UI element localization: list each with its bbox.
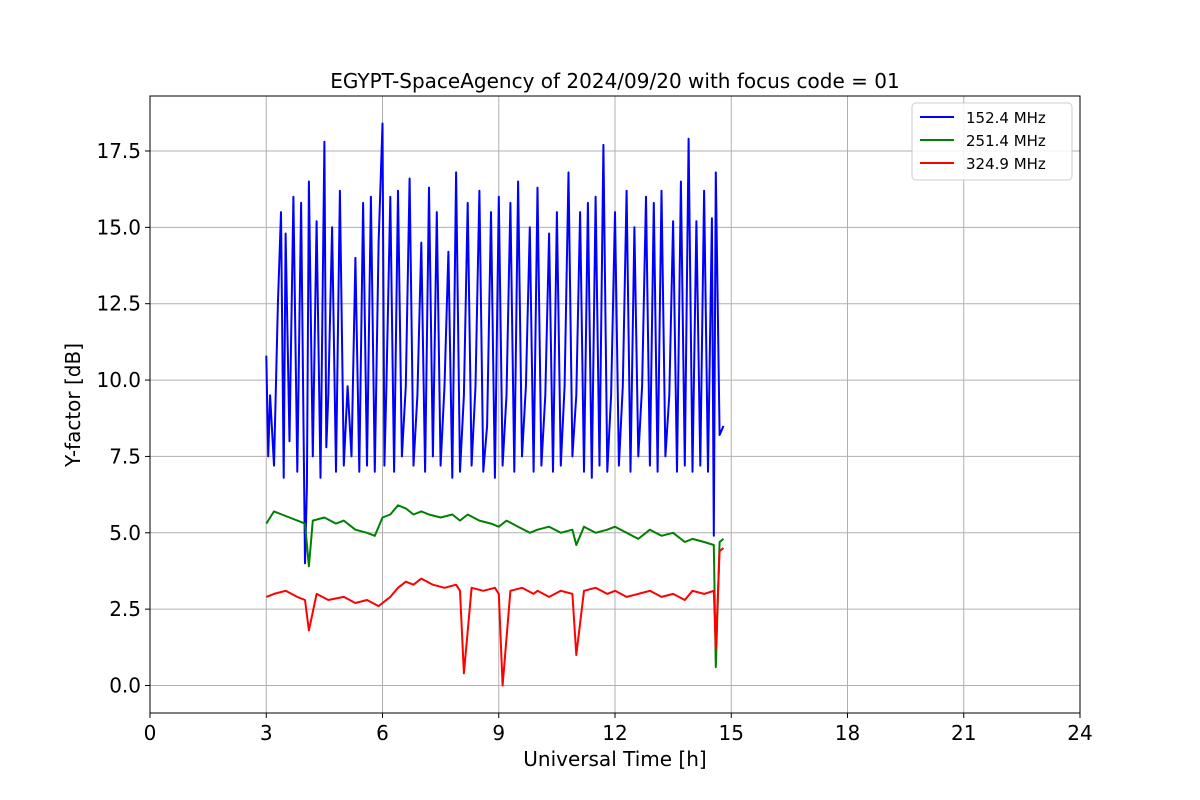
x-tick-label: 3 <box>260 721 273 745</box>
x-tick-label: 6 <box>376 721 389 745</box>
x-tick-label: 15 <box>719 721 744 745</box>
y-tick-label: 12.5 <box>96 292 141 316</box>
x-tick-label: 0 <box>144 721 157 745</box>
x-tick-label: 12 <box>602 721 627 745</box>
chart-title: EGYPT-SpaceAgency of 2024/09/20 with foc… <box>330 69 899 93</box>
legend-items: 152.4 MHz 251.4 MHz 324.9 MHz <box>920 109 1046 173</box>
y-axis-title: Y-factor [dB] <box>61 343 85 468</box>
x-axis-title: Universal Time [h] <box>523 747 706 771</box>
series-line-2 <box>265 504 725 669</box>
legend-label: 324.9 MHz <box>966 155 1046 173</box>
y-tick-label: 2.5 <box>109 597 141 621</box>
x-tick-label: 18 <box>835 721 860 745</box>
series-line-3 <box>265 547 725 687</box>
x-tick-label: 21 <box>951 721 976 745</box>
y-tick-label: 10.0 <box>96 368 141 392</box>
x-axis: 0 3 6 9 12 15 18 21 24 <box>144 713 1093 745</box>
y-tick-label: 17.5 <box>96 139 141 163</box>
x-tick-label: 9 <box>492 721 505 745</box>
y-tick-label: 15.0 <box>96 215 141 239</box>
x-tick-label: 24 <box>1067 721 1092 745</box>
legend-label: 152.4 MHz <box>966 109 1046 127</box>
y-axis: 0.0 2.5 5.0 7.5 10.0 12.5 15.0 17.5 <box>96 139 150 698</box>
legend-box <box>911 102 1073 181</box>
series-line-1 <box>265 122 725 565</box>
legend-label: 251.4 MHz <box>966 132 1046 150</box>
y-tick-label: 7.5 <box>109 444 141 468</box>
y-tick-label: 0.0 <box>109 674 141 698</box>
y-tick-label: 5.0 <box>109 521 141 545</box>
series-layer <box>265 122 725 687</box>
legend: 152.4 MHz 251.4 MHz 324.9 MHz <box>911 102 1073 181</box>
